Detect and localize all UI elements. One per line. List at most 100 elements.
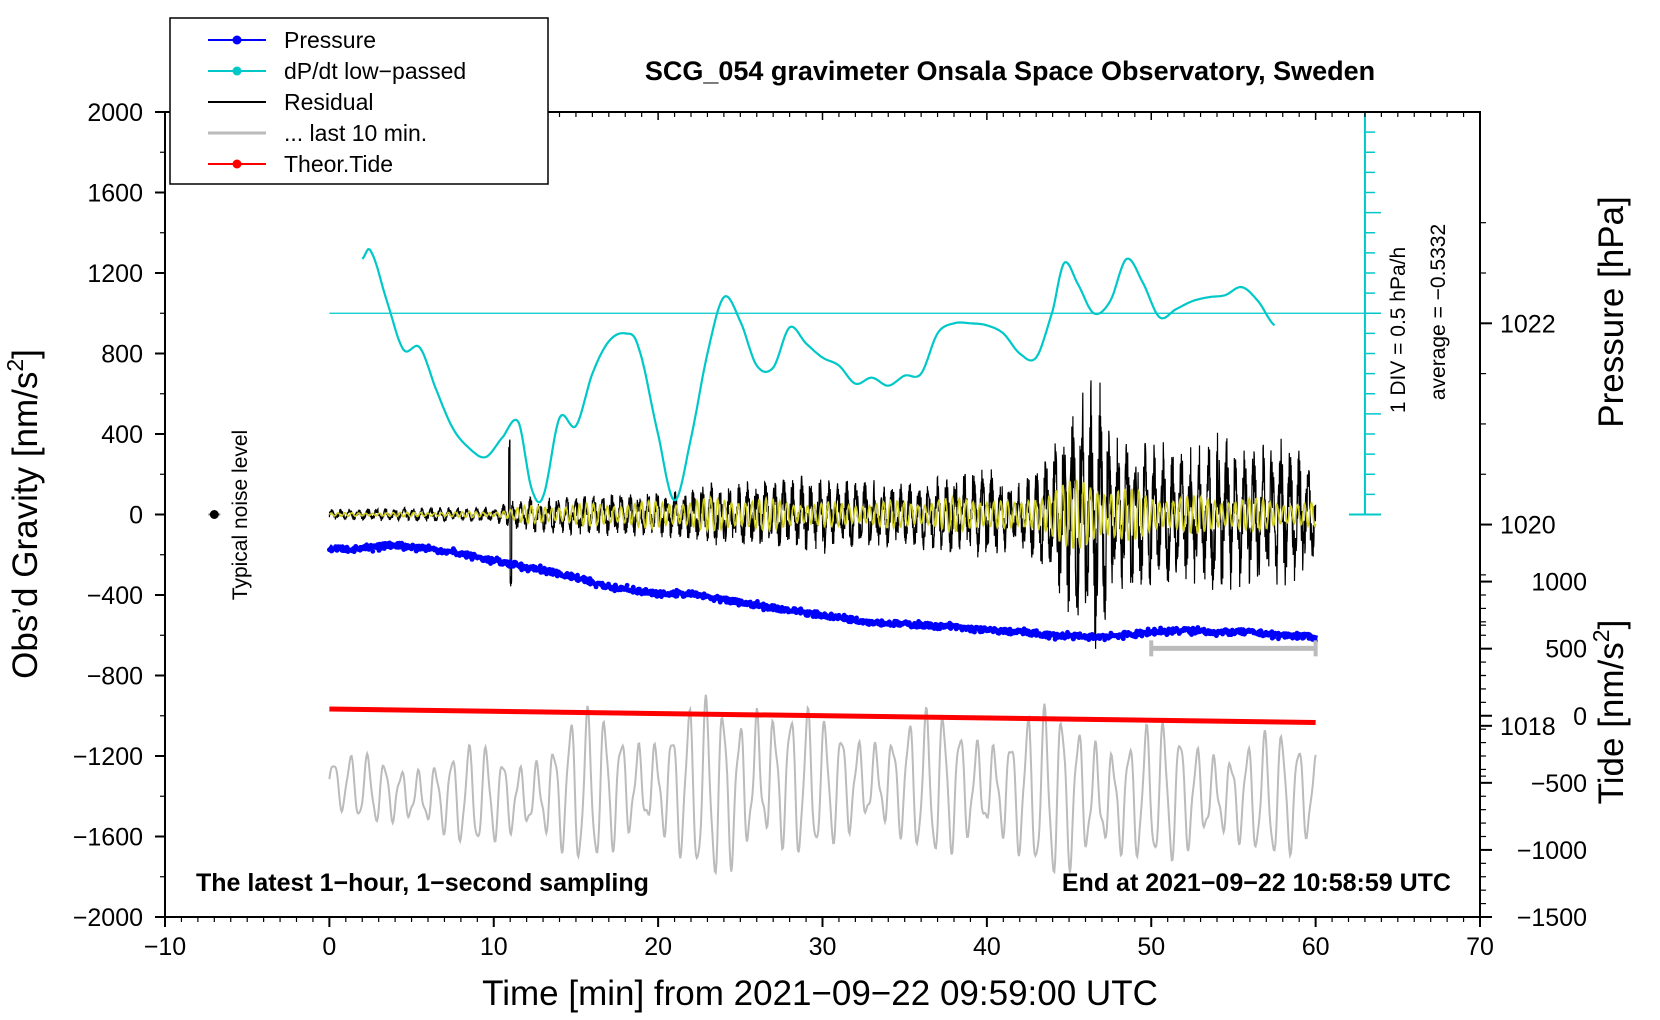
- pressure-point: [854, 615, 859, 621]
- pressure-point: [724, 599, 729, 605]
- y-tick-label: −400: [87, 582, 143, 610]
- pressure-point: [1195, 625, 1201, 630]
- pressure-point: [1089, 632, 1095, 637]
- pressure-point: [1133, 634, 1139, 640]
- pressure-point: [1139, 633, 1145, 639]
- pressure-point: [748, 601, 754, 606]
- pressure-point: [494, 555, 500, 561]
- pressure-point: [1232, 629, 1238, 635]
- pressure-point: [606, 581, 611, 587]
- pressure-point: [680, 591, 686, 597]
- pressure-point: [1220, 631, 1225, 637]
- pressure-point: [643, 587, 649, 592]
- series-pressure-line: [328, 540, 1319, 643]
- pressure-point: [885, 621, 890, 626]
- pressure-point: [1263, 629, 1269, 635]
- pressure-point: [327, 547, 332, 553]
- pressure-point: [891, 621, 897, 627]
- pressure-point: [1052, 636, 1058, 642]
- pressure-point: [860, 618, 866, 623]
- pressure-point: [575, 572, 580, 578]
- pressure-point: [1288, 633, 1294, 639]
- pressure-point: [959, 627, 965, 633]
- pressure-point: [1189, 632, 1194, 637]
- pressure-point: [835, 613, 841, 619]
- pressure-point: [1158, 625, 1163, 631]
- series-residual-line: [328, 380, 1317, 649]
- pressure-point: [488, 561, 493, 566]
- pressure-point: [1077, 631, 1083, 637]
- pressure-point: [1183, 626, 1188, 632]
- pressure-point: [767, 605, 773, 610]
- pressure-point: [401, 547, 407, 552]
- series-layer: [327, 247, 1374, 876]
- pressure-point: [370, 548, 376, 554]
- pressure-point: [432, 546, 438, 552]
- pressure-point: [972, 629, 977, 635]
- pressure-point: [1300, 631, 1306, 637]
- pressure-point: [810, 614, 816, 619]
- pressure-point: [705, 593, 711, 599]
- pressure-point: [1269, 635, 1275, 641]
- pressure-point: [1003, 626, 1008, 632]
- pressure-point: [916, 619, 921, 624]
- pressure-point: [841, 612, 847, 618]
- pressure-point: [519, 567, 525, 573]
- legend-label: Theor.Tide: [284, 151, 393, 177]
- pressure-point: [866, 622, 872, 627]
- pressure-point: [804, 613, 810, 618]
- pressure-point: [482, 555, 487, 561]
- pressure-point: [556, 570, 562, 575]
- pressure-point: [1114, 632, 1120, 638]
- pressure-point: [581, 574, 587, 580]
- pressure-point: [984, 628, 990, 634]
- pressure-point: [965, 625, 971, 631]
- pressure-point: [593, 584, 599, 590]
- pressure-point: [451, 546, 456, 551]
- y-tick-label: 400: [101, 421, 143, 449]
- pressure-point: [1102, 637, 1108, 643]
- pressure-point: [661, 590, 667, 596]
- pressure-tick-label: 1020: [1500, 512, 1556, 540]
- pressure-point: [1257, 628, 1263, 634]
- pressure-point: [872, 619, 878, 625]
- pressure-point: [1238, 627, 1244, 632]
- pressure-point: [755, 599, 760, 604]
- pressure-point: [531, 566, 537, 572]
- pressure-point: [599, 580, 605, 586]
- tide-tick-label: 1000: [1531, 569, 1587, 597]
- pressure-point: [1065, 629, 1070, 635]
- pressure-point: [655, 593, 661, 599]
- pressure-point: [550, 567, 556, 573]
- pressure-point: [1294, 630, 1300, 636]
- y-tick-label: −1600: [73, 824, 143, 852]
- pressure-point: [879, 622, 884, 628]
- pressure-point: [730, 600, 735, 606]
- legend: Pressure dP/dt low−passed Residual ... last…: [169, 17, 549, 185]
- pressure-point: [618, 587, 624, 593]
- pressure-point: [612, 588, 618, 594]
- y-tick-label: −1200: [73, 743, 143, 771]
- pressure-point: [537, 563, 543, 569]
- chart-title: SCG_054 gravimeter Onsala Space Observat…: [645, 56, 1375, 86]
- pressure-point: [786, 609, 791, 615]
- pressure-point: [823, 613, 828, 619]
- pressure-point: [506, 563, 512, 569]
- y-tick-label: −2000: [73, 904, 143, 932]
- pressure-point: [351, 549, 357, 555]
- legend-marker: [232, 66, 242, 76]
- pressure-point: [941, 625, 946, 630]
- pressure-point: [686, 592, 692, 598]
- y-tick-label: 1200: [87, 260, 143, 288]
- legend-label: dP/dt low−passed: [284, 58, 466, 84]
- pressure-point: [568, 571, 574, 577]
- pressure-point: [1226, 632, 1232, 638]
- x-tick-label: 50: [1137, 933, 1165, 961]
- pressure-point: [792, 608, 797, 614]
- tide-tick-label: −500: [1531, 770, 1587, 798]
- pressure-point: [798, 606, 804, 612]
- series-last-10-min-line: [328, 694, 1317, 876]
- pressure-point: [978, 625, 984, 630]
- pressure-tick-label: 1022: [1500, 310, 1556, 338]
- series-theor-tide-line: [329, 706, 1316, 725]
